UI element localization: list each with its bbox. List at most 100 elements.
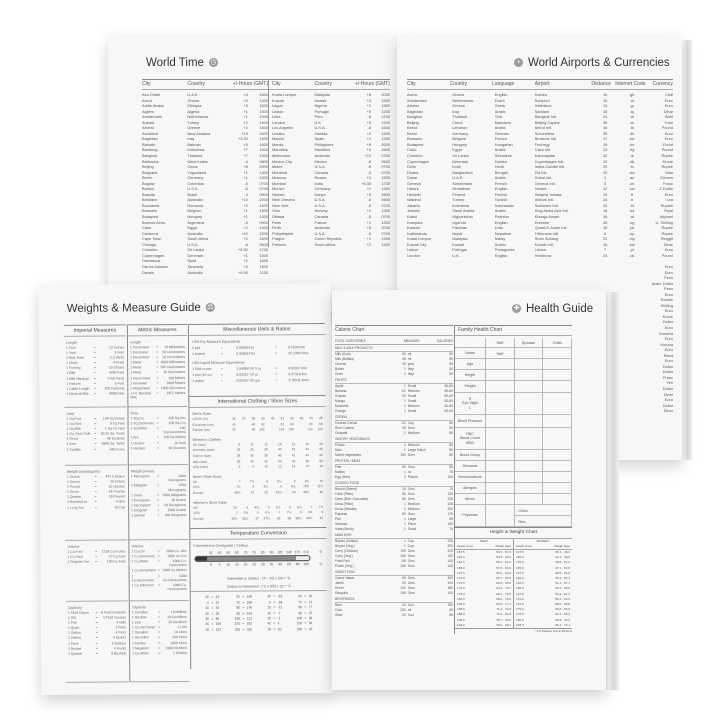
table-cell: -4	[244, 158, 248, 164]
table-cell: Nairobi	[272, 191, 285, 197]
input-cell[interactable]	[514, 415, 544, 428]
page-stack-edge	[680, 40, 692, 460]
table-cell: Euro	[664, 103, 673, 109]
input-cell[interactable]	[514, 450, 544, 461]
table-row: Athens Greece +2 1400	[142, 125, 268, 131]
table-cell: -6	[367, 197, 372, 203]
value: 392	[246, 627, 253, 632]
input-cell[interactable]	[514, 494, 544, 505]
input-cell[interactable]	[543, 370, 573, 381]
table-cell: Algeria	[187, 108, 200, 114]
table-cell: Kuwait	[452, 241, 464, 247]
table-row: Chicago U.S.A. -6 0600	[142, 242, 268, 248]
calorie-cell: Egg (Hen)	[335, 475, 351, 479]
calorie-cell: Gms	[407, 581, 415, 585]
measure-row: 1 Cu.Decameter = 1000 Cu.Meters	[132, 568, 187, 573]
input-cell[interactable]	[543, 483, 573, 494]
measure-row: 1 Sq.Yard = 9 Sq.Feet	[67, 422, 125, 427]
input-cell[interactable]	[486, 461, 515, 472]
input-cell[interactable]	[514, 381, 544, 393]
row-label: Memo	[455, 494, 486, 505]
input-cell[interactable]	[543, 393, 573, 415]
input-cell[interactable]	[514, 428, 544, 450]
currency-value: Krone	[662, 313, 673, 319]
clothing-cell: 16	[305, 464, 310, 469]
table-cell: Geneva	[407, 180, 421, 186]
measure-cell: 1 Deciliter	[131, 615, 147, 620]
input-cell[interactable]	[486, 393, 515, 415]
input-cell[interactable]	[486, 359, 515, 370]
input-cell[interactable]	[514, 472, 544, 483]
table-cell: +0	[366, 108, 372, 114]
calorie-title: Calorie Chart	[335, 325, 453, 336]
table-row: Madrid Spain +1 1300	[269, 136, 390, 142]
calorie-cell: Orange	[335, 409, 346, 413]
table-cell: Finland	[452, 191, 465, 197]
table-row: Manila Philippines +8 2000	[269, 142, 390, 148]
currency-value: Euro	[664, 308, 673, 314]
table-row: Dar es Salaam Tanzania +3 1500	[142, 264, 268, 270]
input-cell[interactable]	[543, 494, 573, 505]
input-cell[interactable]	[514, 393, 544, 415]
measure-cell: 1 Centimeter	[129, 345, 150, 350]
input-cell[interactable]	[514, 370, 544, 381]
measure-row: 1 Meter = 100 Centimeters	[130, 365, 185, 370]
input-cell[interactable]	[514, 483, 544, 494]
input-cell[interactable]	[514, 348, 544, 359]
input-cell[interactable]	[486, 494, 515, 505]
hw-cell: 54.9 - 60.3	[484, 555, 514, 561]
table-cell: Copenhagen	[407, 158, 430, 164]
clothing-section: Women's Clothes UK (size) 8 10 12 14 16 18 20 Ger…	[190, 436, 326, 471]
input-cell[interactable]	[486, 450, 515, 461]
input-cell[interactable]	[486, 370, 515, 381]
input-cell[interactable]	[514, 461, 544, 472]
input-cell[interactable]	[486, 415, 515, 428]
calorie-row: Banana 1/2 Medium 50-60	[335, 389, 453, 394]
input-cell[interactable]: Self	[486, 348, 515, 359]
table-cell: +1	[243, 208, 248, 214]
measure-cell: 28 Pounds	[108, 494, 126, 499]
table-cell: Dhaka	[407, 169, 419, 175]
value: 10	[277, 627, 282, 632]
input-cell[interactable]	[486, 483, 515, 494]
clothing-cell: 104	[278, 427, 285, 432]
scale-tick: 60	[287, 562, 291, 567]
input-cell[interactable]	[514, 359, 544, 370]
input-cell[interactable]	[543, 348, 573, 359]
calorie-row: Mosambi 1 Medium 50-60	[335, 404, 453, 409]
table-cell: .tr	[630, 197, 634, 203]
table-row: Barbados West Indies -4 0800	[142, 159, 268, 165]
page-title: + World Airports & Currencies	[509, 57, 670, 69]
calorie-cell: 15	[402, 362, 406, 366]
measure-row: 1 Kiloliter = 1000 Liters	[132, 641, 187, 646]
input-cell[interactable]	[543, 415, 573, 428]
input-cell[interactable]	[486, 428, 515, 450]
value: 50	[205, 627, 210, 632]
misc-units: Miscellaneous Units & Ratios USA Dry Meas…	[187, 323, 328, 669]
table-cell: .iq	[629, 108, 634, 114]
currency-value: Franc	[663, 374, 673, 380]
table-cell: Mumbai	[272, 180, 286, 186]
calorie-cell: 1	[403, 372, 406, 376]
hw-row: 165.0 57.8 - 63.0 155.0 47.1 - 52.6	[455, 565, 572, 571]
thermometer-bar	[194, 555, 311, 563]
input-cell[interactable]	[543, 461, 573, 472]
measure-row: 1 Cable Length = 100 Fathoms	[66, 386, 124, 391]
calorie-cell: Puri	[335, 517, 341, 521]
calorie-cell: 150	[400, 591, 406, 595]
input-cell[interactable]	[486, 381, 515, 393]
table-cell: Bahrain	[142, 141, 156, 147]
input-cell[interactable]	[543, 359, 573, 370]
input-cell[interactable]	[486, 472, 515, 483]
table-cell: 1400	[381, 241, 390, 247]
input-cell[interactable]	[543, 381, 573, 393]
misc-cell: 0.968914 bu	[236, 351, 256, 356]
input-cell[interactable]	[543, 450, 573, 461]
input-cell[interactable]	[543, 428, 573, 450]
column-header: MEASURE	[403, 339, 420, 343]
hw-cell: 59.8 - 66.6	[555, 607, 570, 612]
table-row: Geneva Switzerland French Geneva Intl. 5 .ch F…	[407, 181, 673, 187]
measure-row: 1 Peck = 2 Gallons	[68, 641, 126, 646]
measure-cell: 1 Hectogram	[131, 503, 151, 508]
input-cell[interactable]	[543, 472, 573, 483]
